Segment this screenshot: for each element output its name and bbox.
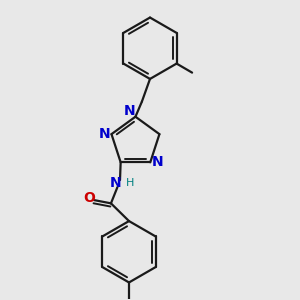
Text: H: H bbox=[125, 178, 134, 188]
Text: O: O bbox=[83, 191, 95, 205]
Text: N: N bbox=[152, 155, 163, 169]
Text: N: N bbox=[99, 127, 110, 141]
Text: N: N bbox=[110, 176, 122, 190]
Text: N: N bbox=[124, 104, 136, 118]
